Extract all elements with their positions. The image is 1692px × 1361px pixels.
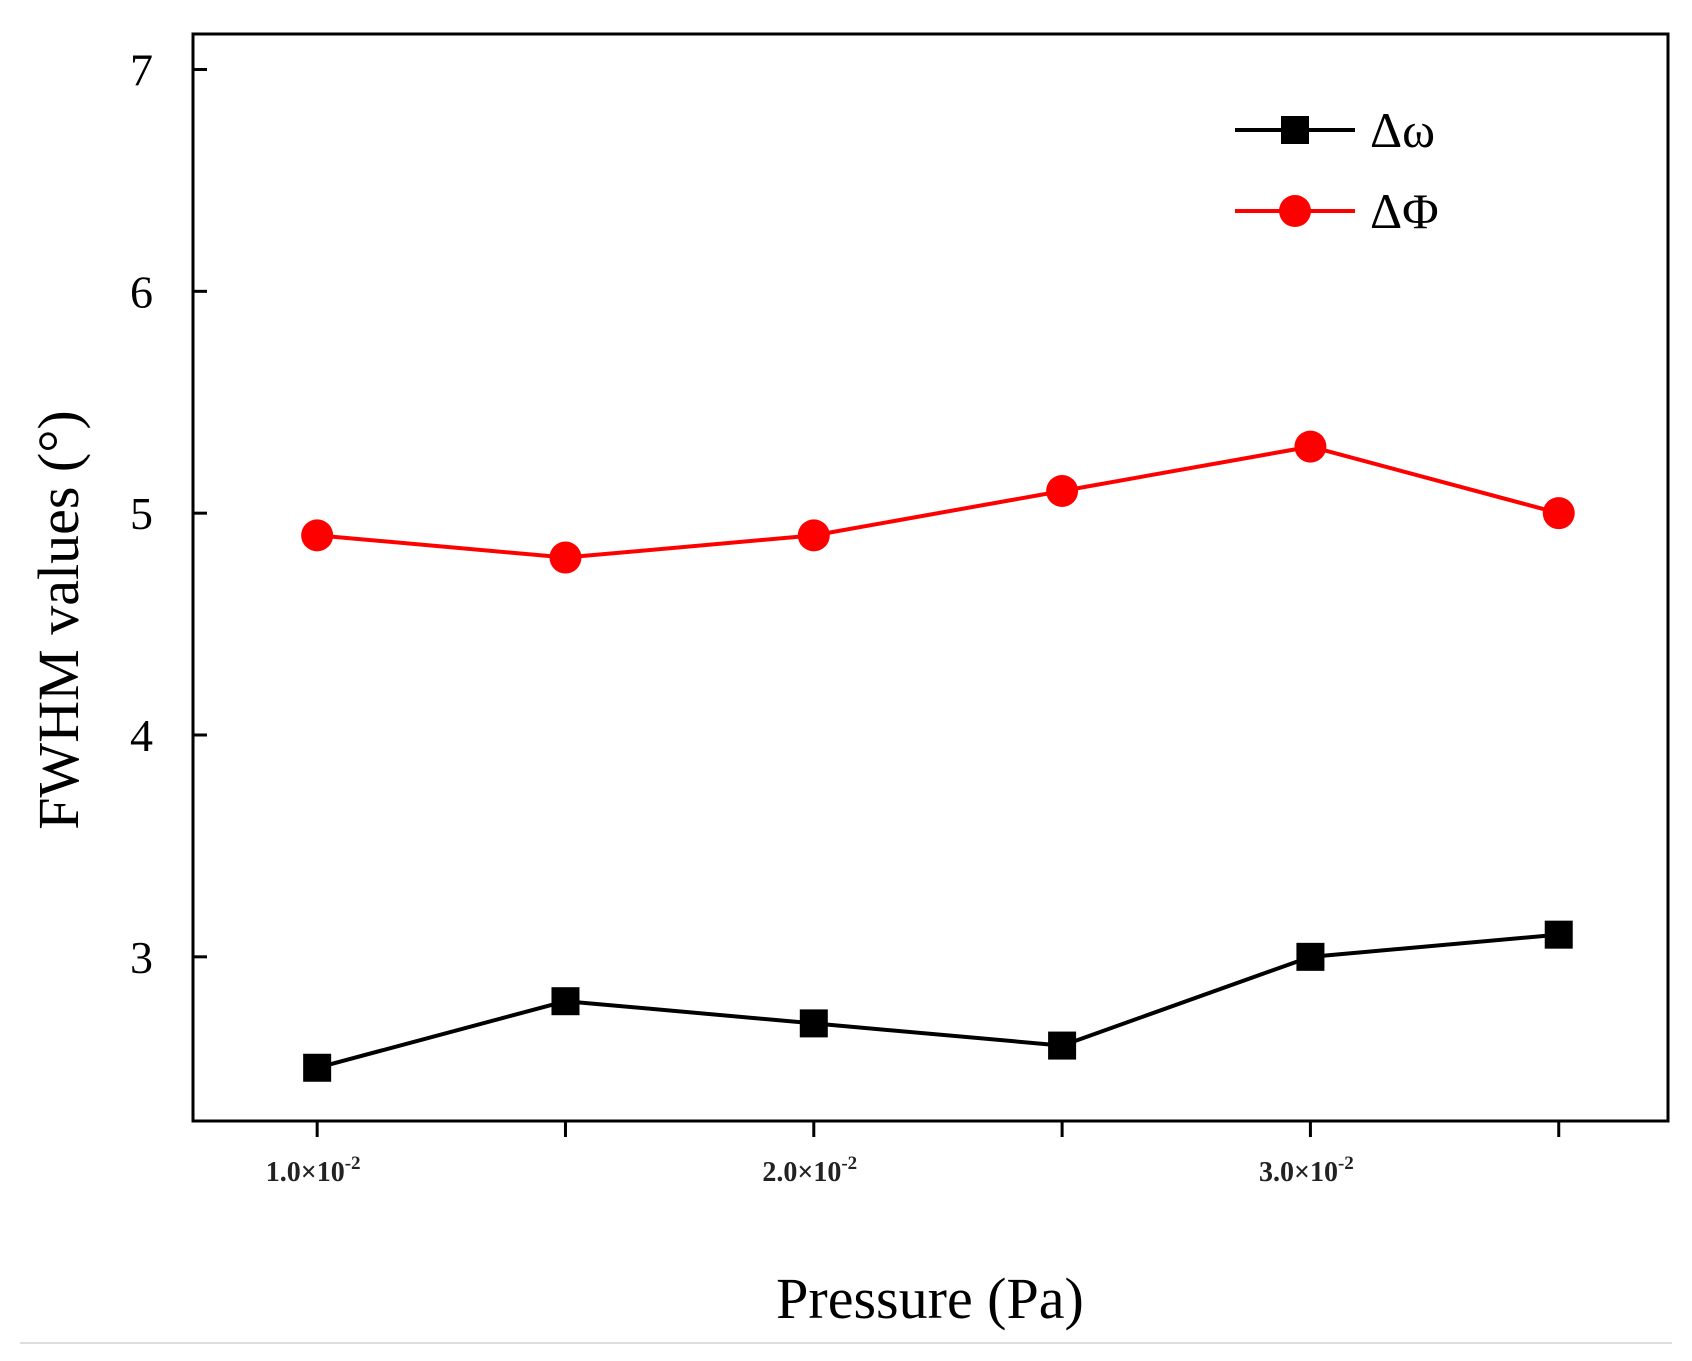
x-tick-label: 2.0×10-2 [762,1153,857,1188]
y-tick-label: 5 [130,488,153,539]
y-axis-title: FWHM values (°) [26,410,91,829]
legend-label: Δω [1370,102,1435,158]
x-tick-exponent: -2 [345,1153,361,1174]
x-tick-label: 3.0×10-2 [1259,1153,1354,1188]
y-tick-label: 6 [130,266,153,317]
y-tick-label: 3 [130,932,153,983]
y-axis: 3 4 5 6 7 [130,44,207,983]
legend-marker-square [1281,116,1309,144]
x-tick-mantissa: 1.0×10 [266,1157,345,1188]
x-axis-title: Pressure (Pa) [776,1266,1084,1331]
series-delta-phi [301,430,1575,574]
y-tick-label: 4 [130,710,153,761]
data-point-circle [1294,430,1327,463]
data-point-circle [1046,474,1079,507]
legend: Δω ΔΦ [1235,102,1439,239]
data-point-circle [1542,497,1575,530]
legend-marker-circle [1279,195,1311,227]
x-tick-mantissa: 3.0×10 [1259,1157,1338,1188]
data-point-circle [797,519,830,552]
data-point-square [551,987,580,1016]
x-tick-exponent: -2 [841,1153,857,1174]
data-point-square [799,1009,828,1038]
data-point-circle [301,519,334,552]
x-tick-exponent: -2 [1338,1153,1354,1174]
data-point-square [303,1053,332,1082]
series-line [316,932,1559,1070]
series-line [316,444,1560,560]
x-tick-mantissa: 2.0×10 [762,1157,841,1188]
series-delta-omega [303,920,1573,1082]
series-layer [301,430,1575,1082]
data-point-circle [549,541,582,574]
x-tick-label: 1.0×10-2 [266,1153,361,1188]
x-axis: 1.0×10-2 2.0×10-2 3.0×10-2 [266,1121,1561,1188]
y-tick-label: 7 [130,44,153,95]
data-point-square [1544,920,1573,949]
data-point-square [1048,1031,1077,1060]
data-point-square [1296,942,1325,971]
plot-frame [191,32,1670,1123]
legend-label: ΔΦ [1370,183,1439,239]
